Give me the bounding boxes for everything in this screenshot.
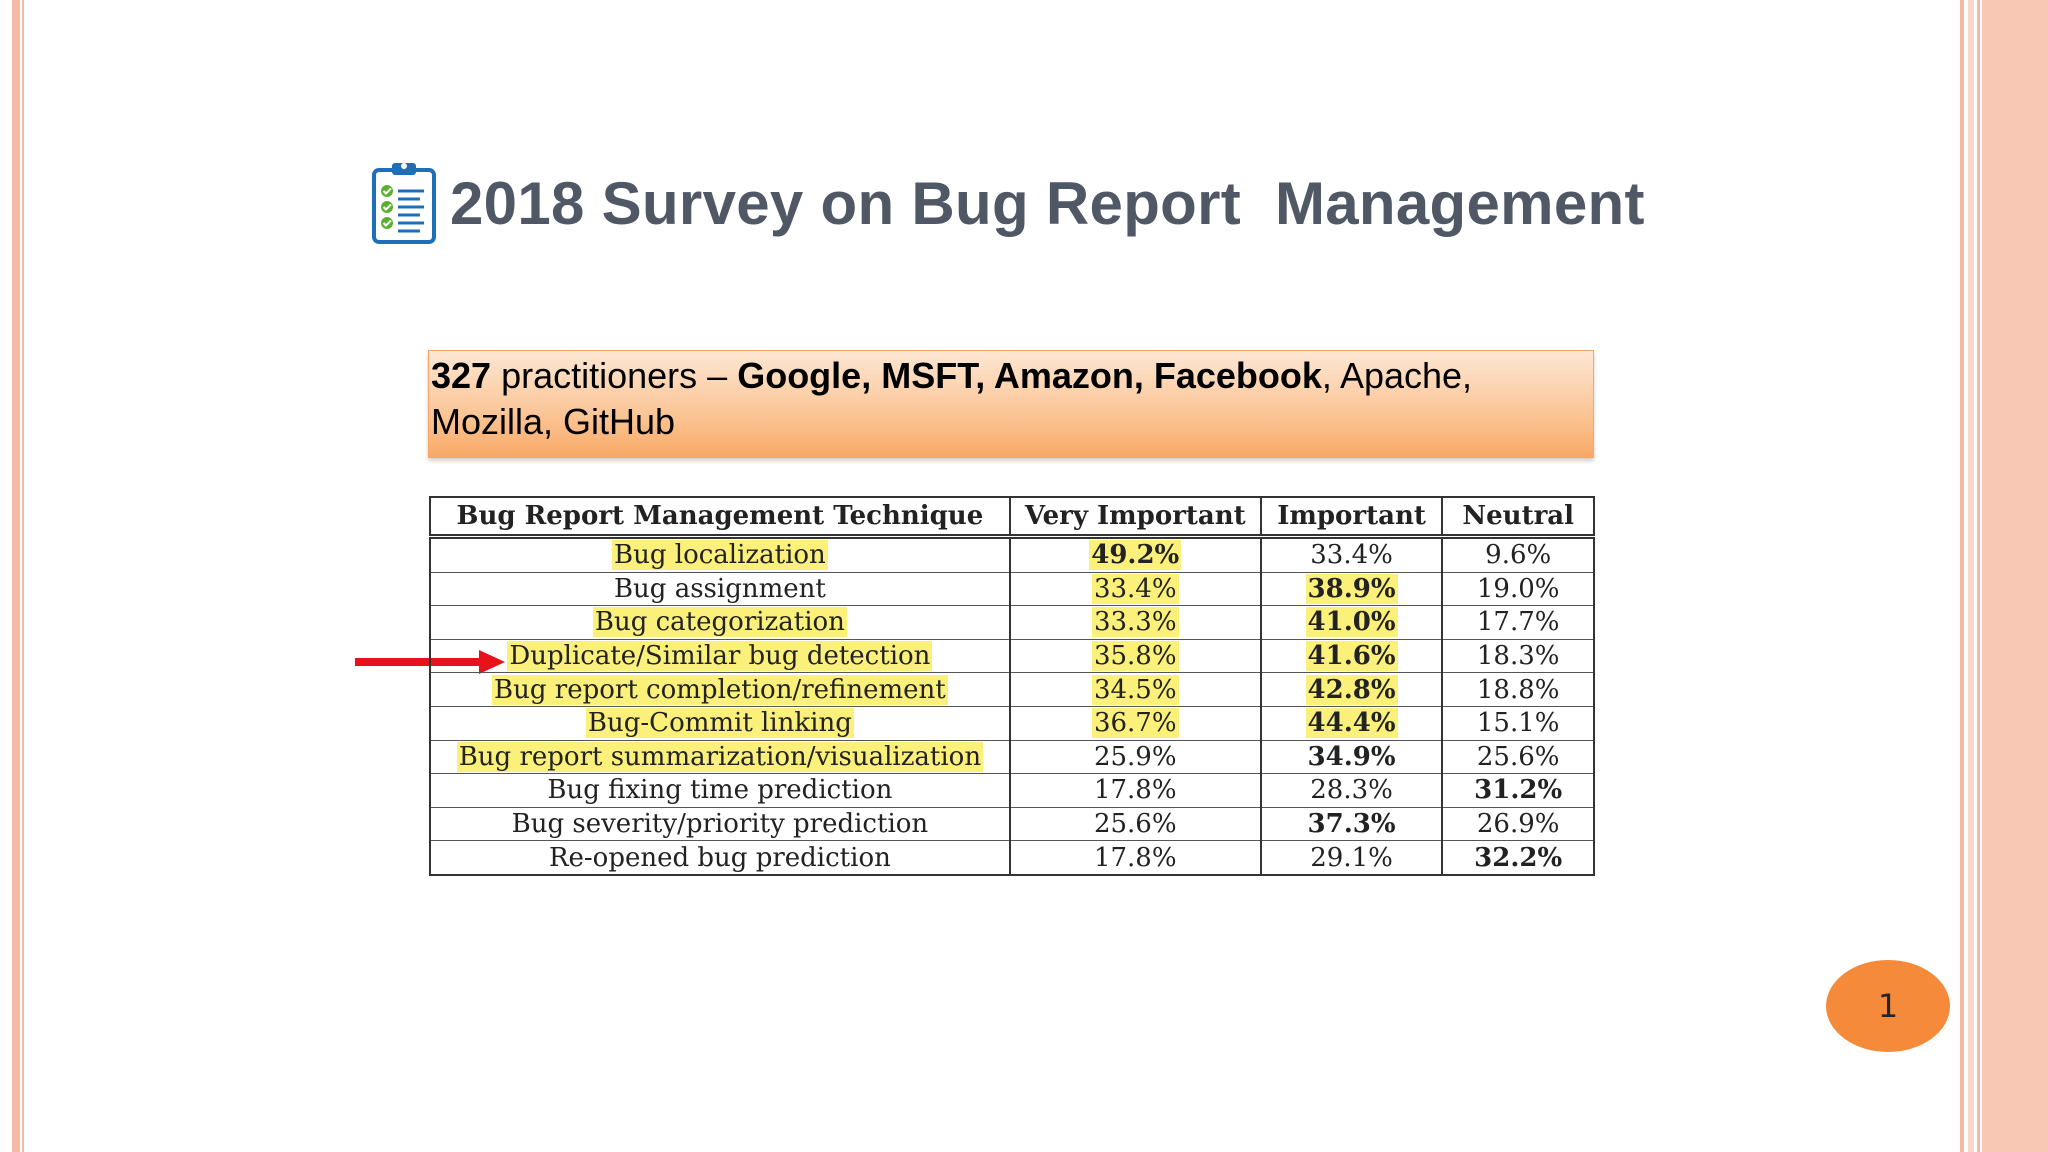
important-cell: 37.3% [1307,809,1396,840]
technique-cell: Bug fixing time prediction [547,775,893,806]
header-technique: Bug Report Management Technique [429,496,1011,537]
important-cell: 33.4% [1310,540,1393,571]
important-cell: 44.4% [1305,708,1398,739]
title-row: 2018 Survey on Bug Report Management [370,158,1645,248]
table-row: Duplicate/Similar bug detection 35.8% 41… [429,639,1595,674]
very-important-cell: 49.2% [1089,540,1182,571]
info-line2: Mozilla, GitHub [431,401,676,442]
very-important-cell: 34.5% [1091,674,1179,705]
neutral-cell: 9.6% [1485,540,1552,571]
neutral-cell: 32.2% [1474,842,1563,873]
table-row: Bug report summarization/visualization 2… [429,740,1595,775]
very-important-cell: 35.8% [1091,641,1179,672]
very-important-cell: 33.4% [1091,573,1179,604]
slide-border-left [12,0,20,1152]
slide-border-right-line [1977,0,1980,1152]
header-very-important: Very Important [1008,496,1262,537]
neutral-cell: 25.6% [1476,741,1560,772]
neutral-cell: 26.9% [1476,809,1560,840]
very-important-cell: 17.8% [1093,842,1177,873]
technique-cell: Duplicate/Similar bug detection [507,641,933,672]
table-row: Bug report completion/refinement 34.5% 4… [429,672,1595,707]
very-important-cell: 36.7% [1091,708,1179,739]
very-important-cell: 33.3% [1091,607,1179,638]
info-text-a: practitioners – [491,355,738,396]
info-companies: Google, MSFT, Amazon, Facebook [737,355,1322,396]
very-important-cell: 25.9% [1093,741,1177,772]
slide-border-right-band [1968,0,1974,1152]
slide-border-right [1960,0,1964,1152]
technique-cell: Bug categorization [592,607,847,638]
technique-cell: Bug report completion/refinement [492,674,948,705]
technique-cell: Bug assignment [613,573,826,604]
slide-border-right-strip [1982,0,2048,1152]
neutral-cell: 18.8% [1476,674,1560,705]
technique-cell: Bug localization [612,540,828,571]
very-important-cell: 17.8% [1093,775,1177,806]
table-row: Bug fixing time prediction 17.8% 28.3% 3… [429,773,1595,808]
page-number-badge: 1 [1826,960,1950,1052]
practitioner-count: 327 [431,355,492,396]
survey-table: Bug Report Management Technique Very Imp… [429,496,1595,876]
technique-cell: Bug report summarization/visualization [456,741,984,772]
important-cell: 28.3% [1310,775,1393,806]
info-text-b: , Apache, [1321,355,1473,396]
neutral-cell: 18.3% [1476,641,1560,672]
table-row: Bug categorization 33.3% 41.0% 17.7% [429,605,1595,640]
table-row: Re-opened bug prediction 17.8% 29.1% 32.… [429,840,1595,876]
table-row: Bug-Commit linking 36.7% 44.4% 15.1% [429,706,1595,741]
slide-title: 2018 Survey on Bug Report Management [450,169,1645,237]
important-cell: 41.0% [1305,607,1398,638]
neutral-cell: 19.0% [1476,573,1560,604]
important-cell: 34.9% [1307,741,1396,772]
technique-cell: Bug severity/priority prediction [511,809,929,840]
info-box: 327 practitioners – Google, MSFT, Amazon… [428,350,1594,458]
table-row: Bug localization 49.2% 33.4% 9.6% [429,536,1595,573]
important-cell: 29.1% [1310,842,1393,873]
slide-border-left-inner [22,0,24,1152]
clipboard-checklist-icon [372,163,436,244]
header-important: Important [1259,496,1444,537]
table-header-row: Bug Report Management Technique Very Imp… [429,496,1595,537]
survey-table-container: Bug Report Management Technique Very Imp… [429,496,1595,876]
important-cell: 42.8% [1305,674,1398,705]
neutral-cell: 17.7% [1476,607,1560,638]
important-cell: 38.9% [1305,573,1398,604]
neutral-cell: 15.1% [1476,708,1560,739]
technique-cell: Bug-Commit linking [585,708,854,739]
very-important-cell: 25.6% [1093,809,1177,840]
technique-cell: Re-opened bug prediction [548,842,891,873]
important-cell: 41.6% [1305,641,1398,672]
header-neutral: Neutral [1441,496,1595,537]
table-row: Bug assignment 33.4% 38.9% 19.0% [429,572,1595,607]
table-row: Bug severity/priority prediction 25.6% 3… [429,807,1595,842]
neutral-cell: 31.2% [1474,775,1563,806]
